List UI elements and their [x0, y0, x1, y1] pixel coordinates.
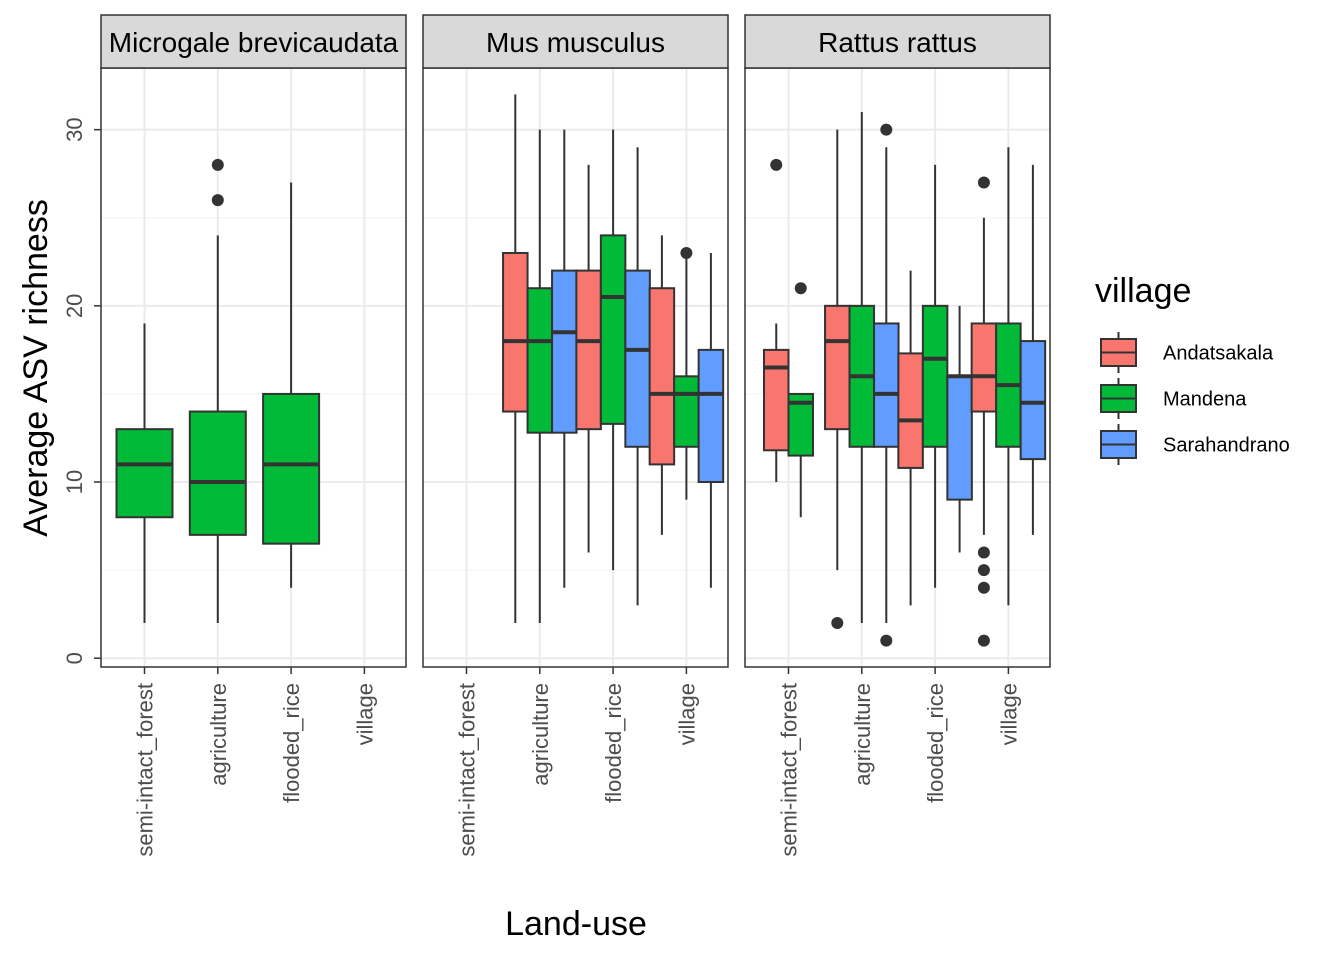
iqr-box [262, 392, 321, 545]
outlier-point [977, 581, 990, 594]
iqr-box [946, 375, 973, 501]
iqr-box [551, 269, 578, 434]
iqr-box [970, 322, 998, 413]
iqr-box [115, 428, 174, 519]
box-village-mandena [995, 147, 1022, 606]
x-tick-label: flooded_rice [923, 683, 948, 803]
outlier-point [977, 634, 990, 647]
iqr-box [1019, 340, 1047, 461]
box-village-sarahandrano [1019, 164, 1047, 535]
x-tick-label: semi-intact_forest [133, 683, 158, 857]
iqr-box [188, 410, 247, 536]
iqr-box [575, 269, 602, 431]
box-agriculture-mandena [526, 129, 554, 623]
facet-strip-label: Rattus rattus [818, 27, 977, 58]
y-tick-label: 30 [62, 117, 87, 141]
y-tick-label: 0 [62, 652, 87, 664]
box-flooded-rice-sarahandrano [624, 147, 651, 606]
outlier-point [211, 158, 224, 171]
legend-title: village [1095, 272, 1191, 310]
iqr-box [673, 375, 700, 448]
box-semi-intact-forest-andatsakala [763, 158, 790, 483]
legend-entry-andatsakala: Andatsakala [1100, 332, 1274, 373]
box-semi-intact-forest-mandena [115, 323, 174, 623]
iqr-box [824, 304, 851, 431]
facet-strip [744, 14, 1051, 69]
outlier-point [977, 546, 990, 559]
outlier-point [977, 564, 990, 577]
x-tick-label: semi-intact_forest [455, 683, 480, 857]
y-tick-label: 10 [62, 470, 87, 494]
outlier-point [794, 282, 807, 295]
outlier-point [977, 176, 990, 189]
box-flooded-rice-mandena [921, 164, 949, 588]
box-agriculture-andatsakala [502, 94, 529, 623]
iqr-box [599, 234, 627, 425]
panel-background [101, 68, 406, 667]
box-village-andatsakala [970, 176, 998, 647]
y-axis-title: Average ASV richness [17, 199, 55, 537]
iqr-box [624, 269, 651, 448]
iqr-box [648, 287, 676, 466]
x-tick-label: village [352, 683, 377, 745]
facet-panels: Microgale brevicaudata semi-intact_forest… [100, 14, 1051, 857]
legend-label: Mandena [1163, 389, 1247, 411]
box-village-sarahandrano [697, 252, 725, 588]
outlier-point [880, 123, 893, 136]
facet-strip-label: Mus musculus [486, 27, 665, 58]
outlier-point [211, 194, 224, 207]
x-tick-label: agriculture [528, 683, 553, 786]
box-semi-intact-forest-mandena [787, 282, 814, 518]
facet-strip [422, 14, 729, 69]
outlier-point [831, 616, 844, 629]
legend: village Andatsakala Mandena Sarahandrano [1095, 272, 1290, 465]
iqr-box [502, 251, 529, 413]
box-agriculture-mandena [848, 112, 876, 623]
outlier-point [680, 246, 693, 259]
x-tick-label: village [674, 683, 699, 745]
x-tick-label: flooded_rice [279, 683, 304, 803]
x-axis-title: Land-use [505, 905, 647, 943]
facet-strip-label: Microgale brevicaudata [109, 27, 399, 58]
x-tick-label: agriculture [850, 683, 875, 786]
y-axis: 0 10 20 30 [62, 117, 101, 664]
iqr-box [897, 352, 924, 469]
iqr-box [921, 304, 949, 448]
panel-microgale-brevicaudata: Microgale brevicaudata semi-intact_forest… [100, 14, 407, 857]
box-flooded-rice-andatsakala [897, 270, 924, 606]
legend-label: Andatsakala [1163, 343, 1274, 365]
box-flooded-rice-sarahandrano [946, 305, 973, 553]
legend-label: Sarahandrano [1163, 435, 1290, 457]
facet-strip [100, 14, 407, 69]
x-tick-label: semi-intact_forest [777, 683, 802, 857]
box-village-mandena [673, 246, 700, 500]
outlier-point [880, 634, 893, 647]
legend-entry-mandena: Mandena [1100, 378, 1247, 419]
iqr-box [873, 322, 900, 448]
outlier-point [770, 158, 783, 171]
box-flooded-rice-mandena [262, 182, 321, 588]
iqr-box [526, 287, 554, 434]
box-agriculture-andatsakala [824, 129, 851, 629]
box-agriculture-mandena [188, 158, 247, 623]
panel-mus-musculus: Mus musculus semi-intact_forest agricultur… [422, 14, 729, 857]
iqr-box [763, 348, 790, 452]
y-tick-label: 20 [62, 294, 87, 318]
x-tick-label: village [996, 683, 1021, 745]
box-agriculture-sarahandrano [551, 129, 578, 588]
x-tick-label: agriculture [206, 683, 231, 786]
iqr-box [697, 348, 725, 484]
legend-entry-sarahandrano: Sarahandrano [1100, 424, 1290, 465]
panel-rattus-rattus: Rattus rattus semi-intact_forest agricultu… [744, 14, 1051, 857]
x-tick-label: flooded_rice [601, 683, 626, 803]
